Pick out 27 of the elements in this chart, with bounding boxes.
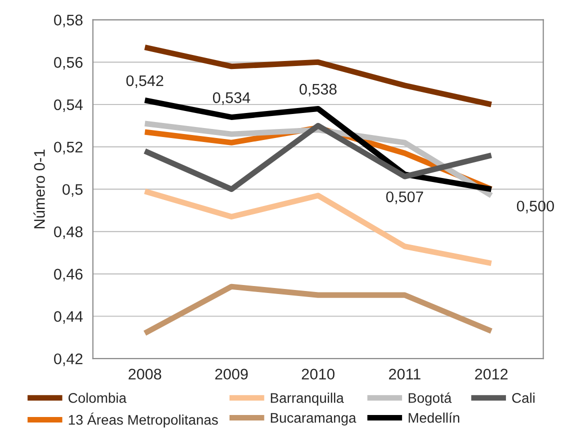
x-tick-label: 2012 [475, 368, 508, 380]
data-label: 0,542 [126, 75, 164, 88]
legend-label: Bucaramanga [270, 413, 356, 426]
x-tick-label: 2010 [302, 368, 334, 380]
legend-label: Cali [512, 392, 534, 403]
data-label: 0,534 [212, 92, 250, 105]
legend-label: Colombia [68, 392, 127, 403]
y-tick-label: 0,5 [62, 184, 83, 197]
y-tick-label: 0,58 [54, 14, 83, 28]
y-axis-title: Número 0-1 [33, 150, 45, 228]
data-label: 0,500 [516, 200, 554, 214]
legend-label: Barranquilla [270, 392, 344, 406]
data-label: 0,507 [386, 191, 424, 204]
legend-label: Bogotá [408, 392, 452, 406]
y-tick-label: 0,52 [54, 142, 82, 154]
legend-label: Medellín [408, 412, 460, 423]
x-tick-label: 2009 [215, 368, 248, 380]
y-tick-label: 0,54 [54, 99, 83, 112]
y-tick-label: 0,44 [54, 311, 83, 324]
y-tick-label: 0,56 [54, 57, 83, 70]
y-tick-label: 0,42 [54, 353, 82, 366]
y-tick-label: 0,48 [54, 226, 83, 240]
legend-label: 13 Áreas Metropolitanas [68, 412, 218, 428]
x-tick-label: 2011 [389, 368, 420, 380]
x-tick-label: 2008 [128, 368, 162, 380]
y-tick-label: 0,46 [54, 268, 83, 282]
data-label: 0,538 [300, 84, 337, 96]
